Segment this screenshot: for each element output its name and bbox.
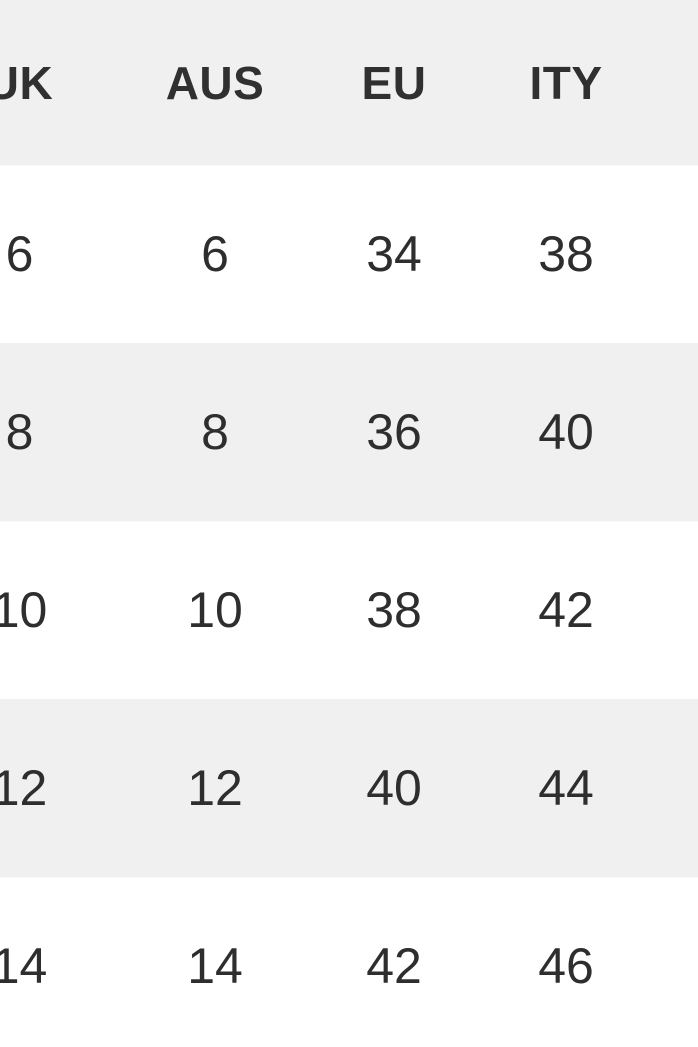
cell-eu: 38 xyxy=(308,521,480,699)
cell-ity: 42 xyxy=(480,521,652,699)
cell-ity: 38 xyxy=(480,165,652,343)
column-header-ity[interactable]: ITY xyxy=(480,0,652,165)
cell-uk: 14 xyxy=(0,877,122,1047)
cell-ity: 46 xyxy=(480,877,652,1047)
table-body: 6 6 34 38 8 8 36 40 10 10 38 42 12 xyxy=(0,165,698,1047)
column-header-spacer xyxy=(652,0,698,165)
cell-spacer xyxy=(652,521,698,699)
cell-eu: 34 xyxy=(308,165,480,343)
column-header-eu[interactable]: EU xyxy=(308,0,480,165)
table-header: UK AUS EU ITY xyxy=(0,0,698,165)
cell-ity: 44 xyxy=(480,699,652,877)
cell-aus: 8 xyxy=(122,343,308,521)
column-header-uk[interactable]: UK xyxy=(0,0,122,165)
cell-uk: 12 xyxy=(0,699,122,877)
cell-eu: 42 xyxy=(308,877,480,1047)
cell-uk: 8 xyxy=(0,343,122,521)
cell-spacer xyxy=(652,699,698,877)
table-header-row: UK AUS EU ITY xyxy=(0,0,698,165)
column-header-aus[interactable]: AUS xyxy=(122,0,308,165)
cell-ity: 40 xyxy=(480,343,652,521)
cell-aus: 14 xyxy=(122,877,308,1047)
cell-uk: 6 xyxy=(0,165,122,343)
cell-spacer xyxy=(652,343,698,521)
table-row[interactable]: 12 12 40 44 xyxy=(0,699,698,877)
cell-aus: 6 xyxy=(122,165,308,343)
cell-uk: 10 xyxy=(0,521,122,699)
table-row[interactable]: 10 10 38 42 xyxy=(0,521,698,699)
cell-spacer xyxy=(652,877,698,1047)
cell-aus: 12 xyxy=(122,699,308,877)
table-row[interactable]: 8 8 36 40 xyxy=(0,343,698,521)
table-row[interactable]: 14 14 42 46 xyxy=(0,877,698,1047)
cell-aus: 10 xyxy=(122,521,308,699)
table-row[interactable]: 6 6 34 38 xyxy=(0,165,698,343)
cell-eu: 40 xyxy=(308,699,480,877)
cell-eu: 36 xyxy=(308,343,480,521)
cell-spacer xyxy=(652,165,698,343)
